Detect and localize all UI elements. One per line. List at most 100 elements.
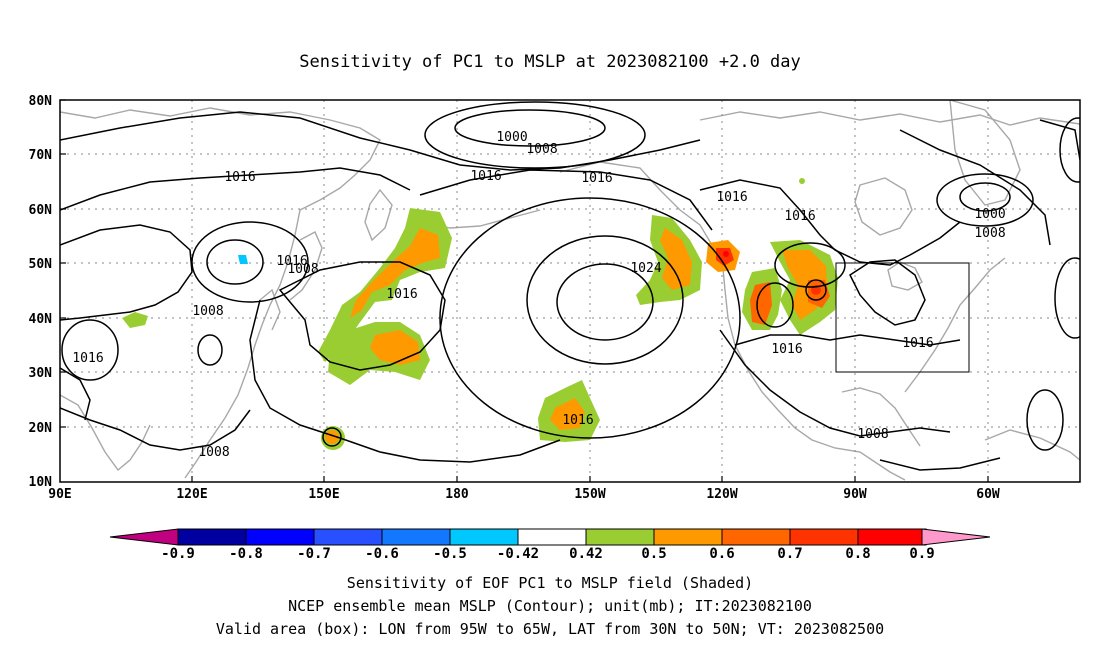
- contour-asia-1016: [60, 167, 411, 211]
- lon-label: 180: [445, 487, 469, 502]
- coastline-kamchatka: [364, 188, 393, 242]
- colorbar-cell: [245, 528, 315, 546]
- colorbar-label: 0.42: [569, 546, 603, 562]
- contour-label: 1024: [630, 261, 661, 276]
- colorbar-label: 0.7: [777, 546, 802, 562]
- contour-india-1008: [60, 407, 251, 451]
- lon-labels: 90E 120E 150E 180 150W 120W 90W 60W: [48, 487, 1000, 502]
- coastline-great-lakes: [887, 261, 923, 291]
- coastlines: [60, 100, 1080, 481]
- coastline-india: [60, 394, 151, 472]
- contour-nwpac-1016-loop: [278, 261, 446, 371]
- colorbar-label: -0.5: [433, 546, 467, 562]
- contour-atl-low-1000: [936, 173, 1034, 227]
- contour-label: 1008: [198, 445, 229, 460]
- contour-arctic-low-1000: [454, 109, 606, 147]
- coastline-greenland: [949, 100, 1021, 206]
- contour-asia-low-small: [61, 319, 119, 381]
- lat-labels: 80N 70N 60N 50N 40N 30N 20N 10N: [29, 94, 53, 490]
- lat-label: 80N: [29, 94, 53, 109]
- contour-canada-1016: [849, 259, 926, 326]
- colorbar-label: -0.7: [297, 546, 331, 562]
- contour-pacific-1008: [249, 299, 561, 463]
- colorbar-cells: [177, 528, 927, 546]
- contour-asia-1008-sw: [60, 367, 91, 421]
- lat-label: 20N: [29, 421, 53, 436]
- colorbar-cell: [517, 528, 587, 546]
- contour-label: 1016: [224, 170, 255, 185]
- colorbar-label: 0.6: [709, 546, 734, 562]
- contour-label: 1008: [974, 226, 1005, 241]
- contour-atl-right: [1039, 119, 1080, 161]
- lon-label: 90E: [48, 487, 71, 502]
- contour-label: 1016: [276, 254, 307, 269]
- lat-label: 30N: [29, 366, 53, 381]
- colorbar-cell: [653, 528, 723, 546]
- colorbar-label: 0.8: [845, 546, 870, 562]
- lat-label: 70N: [29, 148, 53, 163]
- contour-arctic-low-1008: [424, 101, 646, 169]
- contour-label: 1016: [470, 169, 501, 184]
- colorbar-right-arrow: [921, 528, 991, 546]
- colorbar-cell: [381, 528, 451, 546]
- contour-spot-150e: [322, 427, 342, 447]
- coastline-south-america: [984, 429, 1080, 461]
- map-frame: [59, 99, 1081, 483]
- footer-line-1: Sensitivity of EOF PC1 to MSLP field (Sh…: [347, 574, 753, 592]
- contour-gulf-1008: [719, 329, 951, 437]
- contour-label: 1008: [192, 304, 223, 319]
- contour-atl-high: [1059, 117, 1080, 183]
- contour-caribbean: [879, 457, 1001, 471]
- contour-low-dot: [805, 279, 827, 301]
- contour-label: 1016: [902, 336, 933, 351]
- contour-label: 1008: [287, 262, 318, 277]
- lon-label: 150W: [574, 487, 605, 502]
- colorbar-label: -0.6: [365, 546, 399, 562]
- coastline-canada-north: [699, 111, 1080, 126]
- contour-japan-low: [206, 239, 264, 285]
- colorbar-labels: -0.9 -0.8 -0.7 -0.6 -0.5 -0.42 0.42 0.5 …: [161, 546, 935, 562]
- lat-label: 60N: [29, 203, 53, 218]
- lat-label: 50N: [29, 257, 53, 272]
- coastline-hudson: [854, 177, 913, 236]
- footer-line-3: Valid area (box): LON from 95W to 65W, L…: [216, 620, 884, 638]
- lat-label: 40N: [29, 312, 53, 327]
- contour-label: 1016: [386, 287, 417, 302]
- map-area: 1000 1008 1016 1016 1016 1016 1016 1000 …: [60, 100, 1080, 482]
- contour-label-group: 1000 1008 1016 1016 1016 1016 1016 1000 …: [72, 130, 1005, 460]
- coastline-us-east: [904, 257, 1006, 393]
- contour-label: 1008: [857, 427, 888, 442]
- shade-ne-pacific-orange: [660, 228, 692, 290]
- mslp-contours: [60, 101, 1080, 471]
- shade-nw-pacific-orange: [350, 228, 440, 318]
- valid-area-box: [835, 262, 970, 373]
- lon-label: 120W: [706, 487, 737, 502]
- contour-label: 1016: [581, 171, 612, 186]
- sensitivity-shading: [122, 178, 838, 450]
- contour-bermuda: [1054, 257, 1080, 339]
- contour-label: 1016: [716, 190, 747, 205]
- contour-label: 1016: [562, 413, 593, 428]
- colorbar-label: 0.9: [909, 546, 934, 562]
- lon-label: 150E: [308, 487, 339, 502]
- contour-label: 1000: [974, 207, 1005, 222]
- shade-nw-pacific-spot: [122, 312, 148, 328]
- contour-atl-sub: [1026, 389, 1064, 451]
- contour-label: 1016: [771, 342, 802, 357]
- colorbar-left-arrow: [109, 528, 179, 546]
- shade-hawaii-orange: [550, 398, 585, 430]
- contour-us-1016: [734, 334, 961, 346]
- contour-label: 1016: [72, 351, 103, 366]
- colorbar-cell: [177, 528, 247, 546]
- contour-label: 1000: [496, 130, 527, 145]
- contour-arctic-1016-west: [60, 111, 701, 171]
- colorbar-label: -0.9: [161, 546, 195, 562]
- coastline-gulf: [841, 387, 921, 447]
- colorbar: -0.9 -0.8 -0.7 -0.6 -0.5 -0.42 0.42 0.5 …: [109, 528, 991, 562]
- colorbar-cell: [313, 528, 383, 546]
- colorbar-cell: [721, 528, 791, 546]
- colorbar-cell: [585, 528, 655, 546]
- contour-high-1024-inner: [556, 263, 654, 341]
- contour-scs-low: [197, 334, 223, 366]
